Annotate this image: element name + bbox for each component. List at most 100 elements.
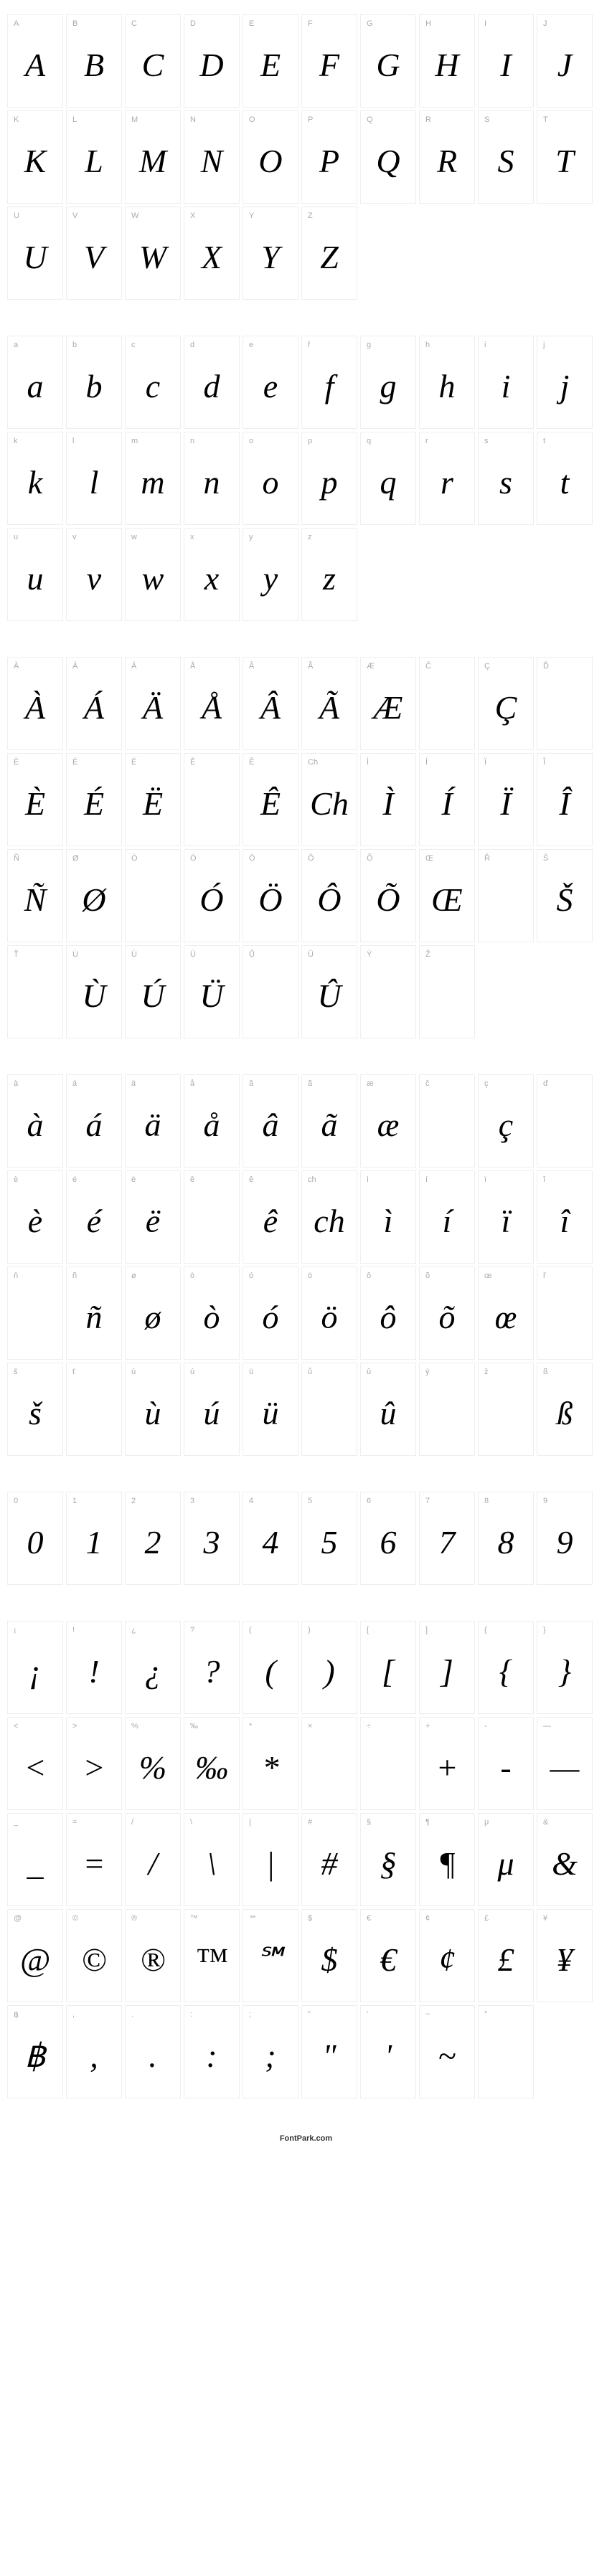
glyph-cell: ů — [301, 1363, 357, 1456]
glyph-char: ä — [126, 1097, 180, 1167]
glyph-char: / — [126, 1835, 180, 1905]
glyph-label: _ — [8, 1814, 62, 1835]
glyph-label: $ — [302, 1910, 357, 1931]
glyph-cell: QQ — [360, 110, 416, 204]
glyph-char: 3 — [184, 1514, 239, 1584]
glyph-label: A — [8, 15, 62, 37]
glyph-char: Û — [302, 967, 357, 1038]
glyph-cell: !! — [66, 1621, 122, 1714]
glyph-char: | — [243, 1835, 298, 1905]
glyph-cell: 77 — [419, 1492, 475, 1585]
glyph-char: Y — [243, 229, 298, 299]
glyph-char: y — [243, 550, 298, 620]
glyph-label: Ø — [67, 850, 121, 871]
glyph-char: ¥ — [537, 1931, 592, 2002]
glyph-cell: ## — [301, 1813, 357, 1906]
glyph-cell: (( — [243, 1621, 298, 1714]
glyph-label: ] — [420, 1621, 474, 1643]
glyph-cell: č — [419, 1074, 475, 1168]
glyph-cell: ď — [537, 1074, 593, 1168]
glyph-cell: ;; — [243, 2005, 298, 2098]
glyph-cell: ÑÑ — [7, 849, 63, 942]
glyph-label: Č — [420, 658, 474, 679]
glyph-char: ; — [243, 2027, 298, 2098]
glyph-label: Ä — [126, 658, 180, 679]
glyph-char: ™ — [184, 1931, 239, 2002]
glyph-label: Ó — [184, 850, 239, 871]
glyph-label: u — [8, 529, 62, 550]
glyph-cell: __ — [7, 1813, 63, 1906]
glyph-cell: ÙÙ — [66, 945, 122, 1038]
glyph-char: 5 — [302, 1514, 357, 1584]
glyph-char: Z — [302, 229, 357, 299]
glyph-cell: )) — [301, 1621, 357, 1714]
glyph-char: E — [243, 37, 298, 107]
glyph-cell: ÇÇ — [478, 657, 534, 750]
glyph-cell: 88 — [478, 1492, 534, 1585]
glyph-cell: ÓÓ — [184, 849, 240, 942]
glyph-char: g — [361, 358, 415, 428]
glyph-cell: ™™ — [184, 1909, 240, 2002]
glyph-cell: €€ — [360, 1909, 416, 2002]
glyph-label: X — [184, 207, 239, 229]
glyph-cell: }} — [537, 1621, 593, 1714]
glyph-label: 6 — [361, 1492, 415, 1514]
glyph-cell: ÚÚ — [125, 945, 181, 1038]
glyph-cell: ii — [478, 336, 534, 429]
glyph-cell: óó — [243, 1266, 298, 1360]
glyph-char: Ï — [479, 775, 533, 846]
glyph-char: è — [8, 1193, 62, 1263]
glyph-cell: êê — [243, 1170, 298, 1264]
glyph-label: G — [361, 15, 415, 37]
glyph-char: D — [184, 37, 239, 107]
glyph-label: Ù — [67, 946, 121, 967]
glyph-cell: šš — [7, 1363, 63, 1456]
glyph-label: [ — [361, 1621, 415, 1643]
glyph-char: ê — [243, 1193, 298, 1263]
glyph-cell: øø — [125, 1266, 181, 1360]
glyph-cell: kk — [7, 432, 63, 525]
glyph-cell: $$ — [301, 1909, 357, 2002]
glyph-label: Ů — [243, 946, 298, 967]
glyph-cell: úú — [184, 1363, 240, 1456]
glyph-cell: öö — [301, 1266, 357, 1360]
glyph-char: Ô — [302, 871, 357, 942]
glyph-cell: qq — [360, 432, 416, 525]
glyph-char: X — [184, 229, 239, 299]
glyph-label: ň — [8, 1267, 62, 1289]
glyph-char: ó — [243, 1289, 298, 1359]
glyph-label: ¢ — [420, 1910, 474, 1931]
glyph-label: d — [184, 336, 239, 358]
glyph-label: y — [243, 529, 298, 550]
glyph-label: S — [479, 111, 533, 133]
glyph-char: ] — [420, 1643, 474, 1713]
glyph-label: ď — [537, 1075, 592, 1097]
glyph-label: 0 — [8, 1492, 62, 1514]
glyph-cell: ÌÌ — [360, 753, 416, 846]
glyph-cell: ř — [537, 1266, 593, 1360]
glyph-cell: 66 — [360, 1492, 416, 1585]
glyph-label: % — [126, 1718, 180, 1739]
glyph-label: - — [479, 1718, 533, 1739]
glyph-char: ¶ — [420, 1835, 474, 1905]
glyph-label: 4 — [243, 1492, 298, 1514]
glyph-cell: << — [7, 1717, 63, 1810]
glyph-label: ý — [420, 1363, 474, 1385]
glyph-char: L — [67, 133, 121, 203]
glyph-cell: ww — [125, 528, 181, 621]
glyph-cell: ~~ — [419, 2005, 475, 2098]
glyph-char: ( — [243, 1643, 298, 1713]
glyph-char: i — [479, 358, 533, 428]
glyph-cell: gg — [360, 336, 416, 429]
glyph-char: d — [184, 358, 239, 428]
glyph-char: É — [67, 775, 121, 846]
glyph-label: Â — [243, 658, 298, 679]
glyph-cell: ,, — [66, 2005, 122, 2098]
glyph-label: , — [67, 2006, 121, 2027]
glyph-char: $ — [302, 1931, 357, 2002]
glyph-label: ú — [184, 1363, 239, 1385]
glyph-char: > — [67, 1739, 121, 1809]
glyph-cell: îî — [537, 1170, 593, 1264]
glyph-cell: ££ — [478, 1909, 534, 2002]
glyph-cell: ChCh — [301, 753, 357, 846]
